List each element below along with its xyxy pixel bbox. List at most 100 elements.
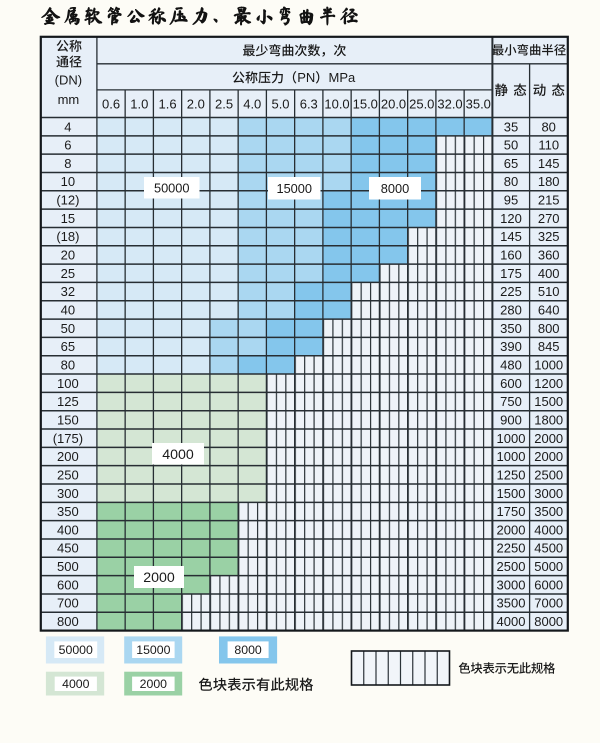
svg-text:80: 80 bbox=[541, 119, 555, 134]
svg-text:390: 390 bbox=[500, 339, 522, 354]
svg-text:1000: 1000 bbox=[497, 431, 526, 446]
svg-text:50: 50 bbox=[504, 138, 518, 153]
svg-text:110: 110 bbox=[538, 138, 559, 153]
svg-text:280: 280 bbox=[500, 303, 522, 318]
svg-text:100: 100 bbox=[57, 376, 79, 391]
svg-text:400: 400 bbox=[538, 266, 560, 281]
svg-text:(18): (18) bbox=[56, 229, 79, 244]
svg-text:MPa: MPa bbox=[329, 70, 357, 85]
svg-text:4000: 4000 bbox=[62, 677, 90, 691]
svg-text:2000: 2000 bbox=[497, 522, 526, 537]
svg-text:360: 360 bbox=[538, 248, 560, 263]
svg-text:(12): (12) bbox=[56, 193, 79, 208]
svg-text:6: 6 bbox=[64, 138, 71, 153]
svg-text:1800: 1800 bbox=[534, 412, 563, 427]
svg-text:32: 32 bbox=[61, 284, 75, 299]
svg-text:400: 400 bbox=[57, 522, 79, 537]
svg-text:mm: mm bbox=[58, 92, 80, 107]
svg-text:175: 175 bbox=[500, 266, 522, 281]
svg-text:3500: 3500 bbox=[534, 504, 563, 519]
svg-text:80: 80 bbox=[61, 357, 75, 372]
svg-text:80: 80 bbox=[504, 174, 518, 189]
svg-text:2.5: 2.5 bbox=[215, 97, 233, 112]
svg-text:600: 600 bbox=[57, 577, 79, 592]
svg-text:480: 480 bbox=[500, 357, 522, 372]
svg-text:200: 200 bbox=[57, 449, 79, 464]
svg-text:15000: 15000 bbox=[276, 181, 312, 196]
svg-text:15: 15 bbox=[61, 211, 75, 226]
svg-text:215: 215 bbox=[538, 193, 560, 208]
svg-text:145: 145 bbox=[500, 229, 522, 244]
svg-text:250: 250 bbox=[57, 467, 79, 482]
svg-text:50000: 50000 bbox=[154, 180, 190, 195]
svg-text:845: 845 bbox=[538, 339, 560, 354]
svg-text:1.6: 1.6 bbox=[158, 97, 176, 112]
svg-text:35: 35 bbox=[504, 119, 518, 134]
svg-text:10.0: 10.0 bbox=[324, 97, 349, 112]
svg-text:4000: 4000 bbox=[162, 447, 194, 463]
svg-text:600: 600 bbox=[500, 376, 522, 391]
svg-text:4000: 4000 bbox=[534, 522, 563, 537]
svg-text:450: 450 bbox=[57, 541, 79, 556]
svg-text:1250: 1250 bbox=[497, 467, 526, 482]
svg-text:120: 120 bbox=[500, 211, 522, 226]
svg-text:PN: PN bbox=[297, 70, 315, 85]
svg-text:0.6: 0.6 bbox=[102, 97, 120, 112]
svg-text:8: 8 bbox=[64, 156, 71, 171]
svg-text:640: 640 bbox=[538, 303, 560, 318]
svg-text:4: 4 bbox=[64, 119, 71, 134]
svg-text:3500: 3500 bbox=[497, 596, 526, 611]
svg-text:32.0: 32.0 bbox=[437, 97, 462, 112]
svg-text:2500: 2500 bbox=[534, 467, 563, 482]
svg-text:40: 40 bbox=[61, 303, 75, 318]
svg-text:3000: 3000 bbox=[497, 577, 526, 592]
svg-text:180: 180 bbox=[538, 174, 560, 189]
svg-text:35.0: 35.0 bbox=[466, 97, 491, 112]
svg-text:3000: 3000 bbox=[534, 486, 563, 501]
svg-text:8000: 8000 bbox=[381, 181, 409, 196]
svg-text:350: 350 bbox=[57, 504, 79, 519]
svg-text:325: 325 bbox=[538, 229, 560, 244]
svg-text:700: 700 bbox=[57, 596, 79, 611]
svg-text:300: 300 bbox=[57, 486, 79, 501]
svg-text:25: 25 bbox=[61, 266, 75, 281]
svg-text:1500: 1500 bbox=[534, 394, 563, 409]
svg-text:95: 95 bbox=[504, 193, 518, 208]
svg-text:10: 10 bbox=[61, 174, 75, 189]
svg-text:900: 900 bbox=[500, 412, 522, 427]
svg-text:1200: 1200 bbox=[534, 376, 563, 391]
svg-text:65: 65 bbox=[504, 156, 518, 171]
svg-text:4000: 4000 bbox=[497, 614, 526, 629]
svg-text:5000: 5000 bbox=[534, 559, 563, 574]
svg-text:(175): (175) bbox=[53, 431, 83, 446]
svg-text:270: 270 bbox=[538, 211, 560, 226]
svg-text:750: 750 bbox=[500, 394, 522, 409]
svg-text:2000: 2000 bbox=[534, 431, 563, 446]
svg-text:20: 20 bbox=[61, 248, 75, 263]
svg-text:6000: 6000 bbox=[534, 577, 563, 592]
svg-text:510: 510 bbox=[538, 284, 560, 299]
svg-text:125: 125 bbox=[57, 394, 79, 409]
svg-text:8000: 8000 bbox=[234, 643, 262, 657]
svg-text:8000: 8000 bbox=[534, 614, 563, 629]
svg-text:65: 65 bbox=[61, 339, 75, 354]
svg-text:800: 800 bbox=[538, 321, 560, 336]
svg-text:2000: 2000 bbox=[143, 570, 175, 586]
svg-text:4.0: 4.0 bbox=[243, 97, 261, 112]
svg-text:20.0: 20.0 bbox=[381, 97, 406, 112]
svg-text:1000: 1000 bbox=[497, 449, 526, 464]
svg-text:2500: 2500 bbox=[497, 559, 526, 574]
svg-text:15000: 15000 bbox=[136, 643, 170, 657]
svg-text:160: 160 bbox=[500, 248, 522, 263]
svg-text:225: 225 bbox=[500, 284, 522, 299]
svg-text:50000: 50000 bbox=[59, 643, 93, 657]
svg-text:350: 350 bbox=[500, 321, 522, 336]
svg-text:500: 500 bbox=[57, 559, 79, 574]
svg-text:(DN): (DN) bbox=[55, 72, 82, 87]
svg-text:150: 150 bbox=[57, 412, 79, 427]
svg-text:1.0: 1.0 bbox=[130, 97, 148, 112]
svg-text:7000: 7000 bbox=[534, 596, 563, 611]
svg-text:1750: 1750 bbox=[497, 504, 526, 519]
svg-text:4500: 4500 bbox=[534, 541, 563, 556]
svg-text:800: 800 bbox=[57, 614, 79, 629]
